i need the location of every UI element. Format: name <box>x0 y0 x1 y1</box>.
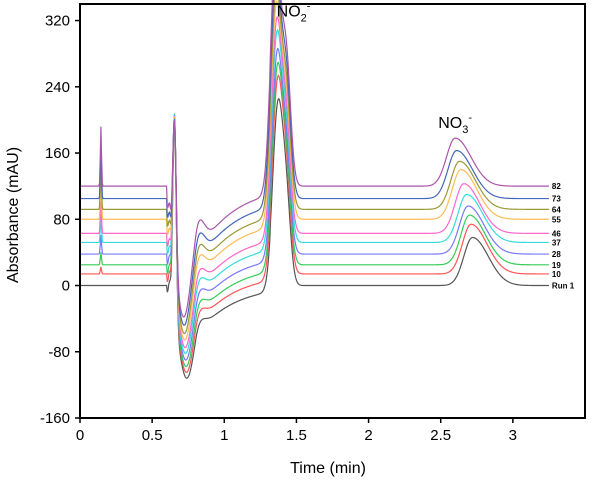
plot-frame <box>79 3 586 419</box>
series-end-label: 64 <box>552 205 561 214</box>
series-line-73 <box>80 0 549 326</box>
series-line-37 <box>80 28 549 355</box>
x-tick-label: 3 <box>509 427 517 444</box>
series-line-19 <box>80 61 549 368</box>
series-end-label: 82 <box>552 182 561 191</box>
y-tick-label: 160 <box>45 145 70 162</box>
series-end-label: Run 1 <box>552 282 575 291</box>
series-end-label: 55 <box>552 215 561 224</box>
x-tick-label: 2.5 <box>430 427 451 444</box>
series-line-64 <box>80 0 549 335</box>
x-tick-label: 0 <box>76 427 84 444</box>
y-tick-label: 240 <box>45 79 70 96</box>
x-tick-label: 2 <box>364 427 372 444</box>
series-end-label: 37 <box>552 238 561 247</box>
series-end-label: 19 <box>552 261 561 270</box>
series-line-28 <box>80 47 549 361</box>
series-line-46 <box>80 16 549 349</box>
x-axis-title: Time (min) <box>290 460 366 477</box>
y-tick-label: -160 <box>40 410 70 427</box>
labels-layer: 0 0.5 1 1.5 2 2.5 3 -160 -80 0 80 160 240 320 Run 1 101… <box>40 0 575 444</box>
y-axis-title: Absorbance (mAU) <box>5 147 22 283</box>
series-end-label: 73 <box>552 195 561 204</box>
y-tick-label: 80 <box>53 211 70 228</box>
y-tick-label: 320 <box>45 13 70 30</box>
no2-peak-label: NO2- <box>277 0 311 24</box>
series-line-82 <box>80 0 549 318</box>
series-end-label: 28 <box>552 250 561 259</box>
x-tick-label: 1 <box>220 427 228 444</box>
series-line-10 <box>80 74 549 373</box>
no3-peak-label: NO3- <box>438 112 472 136</box>
x-tick-label: 0.5 <box>142 427 163 444</box>
series-end-label: 10 <box>552 270 561 279</box>
y-tick-label: -80 <box>48 344 70 361</box>
series-layer <box>80 0 549 379</box>
y-tick-label: 0 <box>62 278 70 295</box>
series-end-label: 46 <box>552 229 561 238</box>
axes-layer <box>75 3 586 423</box>
x-tick-label: 1.5 <box>286 427 307 444</box>
series-line-run-1 <box>80 98 549 379</box>
series-line-55 <box>80 0 549 341</box>
